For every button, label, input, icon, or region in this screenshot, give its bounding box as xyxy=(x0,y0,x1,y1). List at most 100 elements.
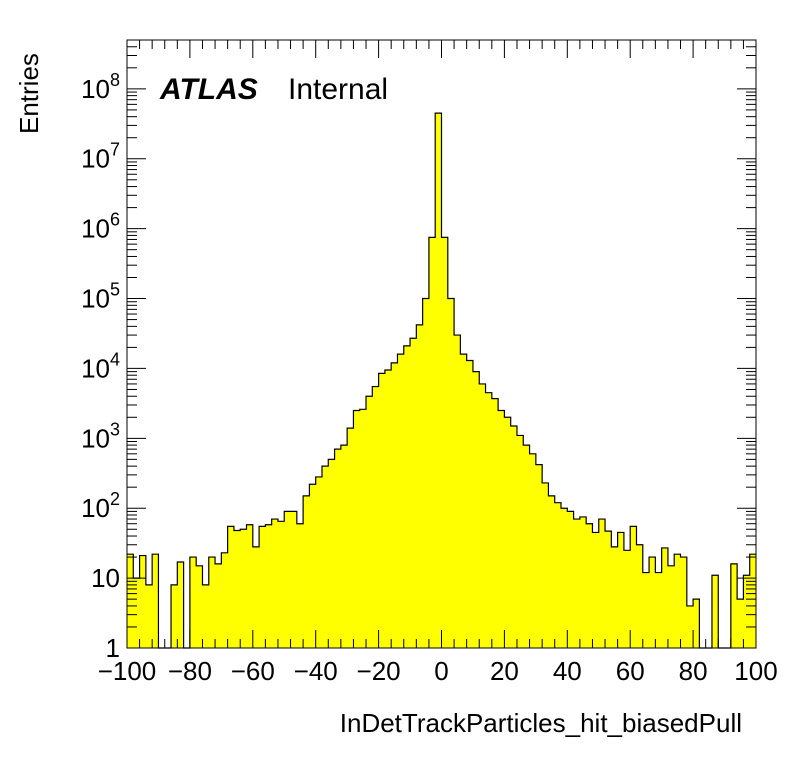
histogram-bar xyxy=(542,482,549,648)
x-tick-labels: −100 −80 −60 −40 −20 0 20 40 60 80 100 xyxy=(98,656,778,686)
histogram-bar xyxy=(177,561,184,648)
y-tick-label: 108 xyxy=(81,70,120,104)
histogram-bar xyxy=(491,398,499,648)
y-tick-label: 1 xyxy=(106,633,120,663)
histogram-bar xyxy=(252,546,260,648)
histogram-bar xyxy=(573,519,581,648)
x-tick-label: 100 xyxy=(734,656,777,686)
histogram-bar xyxy=(277,521,285,648)
histogram-bar xyxy=(617,532,625,648)
histogram-bar xyxy=(428,237,436,649)
histogram-bar xyxy=(321,466,329,648)
x-tick-label: 60 xyxy=(616,656,645,686)
histogram-bar xyxy=(359,409,367,648)
histogram-bar xyxy=(567,511,574,648)
histogram-bar xyxy=(554,502,562,648)
histogram-bar xyxy=(743,575,751,648)
histogram-bar xyxy=(516,435,524,648)
histogram-bar xyxy=(328,459,335,648)
histogram-bar xyxy=(378,373,386,648)
histogram-bar xyxy=(711,575,719,648)
histogram-bar xyxy=(592,532,600,648)
histogram-bar xyxy=(693,599,700,648)
histogram-bar xyxy=(227,526,235,648)
histogram-bar xyxy=(145,584,153,648)
histogram-bar xyxy=(233,530,241,648)
histogram-bar xyxy=(680,557,688,648)
histogram-bar xyxy=(416,324,423,648)
histogram-bar xyxy=(460,354,467,648)
histogram-bar xyxy=(315,476,323,648)
histogram-bar xyxy=(202,584,210,648)
histogram-bar xyxy=(372,386,379,648)
histogram-bar xyxy=(535,464,543,648)
histogram-bar xyxy=(529,453,537,648)
histogram-bar xyxy=(340,445,348,648)
histogram-bar xyxy=(548,495,556,648)
x-tick-label: 20 xyxy=(490,656,519,686)
x-tick-label: 80 xyxy=(679,656,708,686)
y-tick-label: 102 xyxy=(81,489,120,523)
histogram-bar xyxy=(240,529,247,648)
histogram-bar xyxy=(246,524,254,648)
histogram-bar xyxy=(303,495,310,648)
histogram-bar xyxy=(127,554,134,648)
histogram-bar xyxy=(259,526,266,648)
y-tick-label: 106 xyxy=(81,210,120,244)
y-axis-label: Entries xyxy=(14,53,44,134)
histogram-bar xyxy=(366,396,373,648)
histogram-bar xyxy=(466,360,474,648)
histogram-bar xyxy=(397,354,405,648)
histogram-bar xyxy=(152,554,159,648)
histogram-bar xyxy=(586,523,593,648)
histogram-bar xyxy=(410,338,417,648)
histogram-bar xyxy=(479,383,486,648)
histogram-bar xyxy=(674,554,681,648)
histogram-bar xyxy=(737,599,744,648)
histogram-bar xyxy=(265,524,272,648)
histogram-bar xyxy=(309,484,316,648)
y-tick-label: 103 xyxy=(81,419,120,453)
histogram-bar xyxy=(667,565,675,648)
histogram-bar xyxy=(642,572,650,648)
histogram-bar xyxy=(447,298,455,648)
histogram-bar xyxy=(661,547,669,648)
histogram-bar xyxy=(384,369,392,648)
histogram-bar xyxy=(196,565,203,648)
histogram-bar xyxy=(171,584,178,648)
histogram-bar xyxy=(605,531,612,648)
histogram-bar xyxy=(623,550,631,648)
histogram-bar xyxy=(221,552,228,648)
x-axis-label: InDetTrackParticles_hit_biasedPull xyxy=(340,708,742,738)
atlas-label: ATLAS xyxy=(159,73,258,106)
histogram-bar xyxy=(504,417,511,648)
histogram-bar xyxy=(441,237,449,649)
x-tick-label: −100 xyxy=(98,656,157,686)
histogram-bar xyxy=(296,523,304,648)
histogram-bar xyxy=(485,392,493,648)
histogram-bar xyxy=(271,519,279,648)
histogram-bar xyxy=(347,428,354,648)
histogram-bar xyxy=(649,557,656,648)
histogram-bar xyxy=(749,554,757,648)
histogram-bar xyxy=(686,605,694,648)
x-tick-label: −20 xyxy=(357,656,401,686)
x-tick-label: 0 xyxy=(434,656,448,686)
histogram-bar xyxy=(403,345,411,648)
histogram-bar xyxy=(579,516,587,648)
histogram-bar xyxy=(454,335,461,648)
histogram-bars xyxy=(127,112,757,649)
histogram-outline xyxy=(127,112,756,649)
histogram-bar xyxy=(422,298,430,648)
histogram-bar xyxy=(472,371,480,648)
y-tick-label: 105 xyxy=(81,280,120,314)
histogram-bar xyxy=(636,544,644,648)
histogram-bar xyxy=(391,362,398,648)
histogram-bar xyxy=(208,557,216,648)
x-tick-label: −60 xyxy=(231,656,275,686)
histogram-bar xyxy=(139,555,147,648)
axis-ticks xyxy=(126,39,757,649)
y-tick-label: 107 xyxy=(81,140,120,174)
y-tick-label: 104 xyxy=(81,349,120,383)
